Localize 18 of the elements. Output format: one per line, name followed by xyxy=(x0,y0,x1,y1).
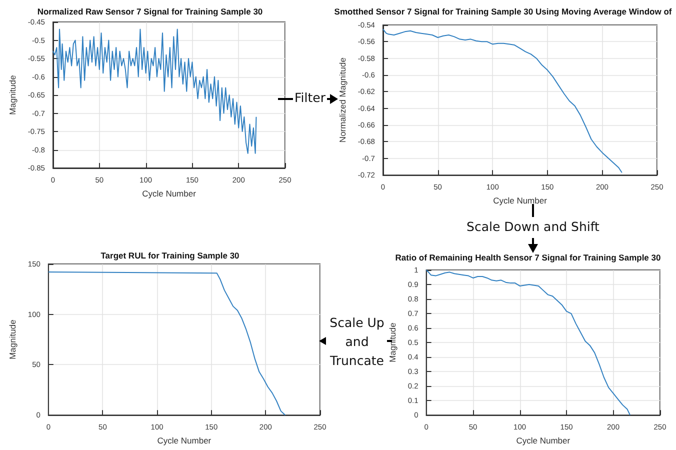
text: Scale Up and Truncate xyxy=(327,313,387,370)
chart-title: Smotthed Sensor 7 Signal for Training Sample 30 Using Moving Average Window of xyxy=(334,6,672,16)
line-series xyxy=(48,272,286,416)
chart-title: Ratio of Remaining Health Sensor 7 Signal for Training Sample 30 xyxy=(395,252,661,262)
text: Scale Down and Shift xyxy=(448,219,618,234)
line-series xyxy=(52,28,257,154)
x-axis-title: Cycle Number xyxy=(142,188,196,198)
y-axis-title: Magnitude xyxy=(8,319,18,360)
y-axis-title: Magnitude xyxy=(8,74,18,115)
y-axis-title: Normalized Magnitude xyxy=(338,57,348,143)
chart-title: Normalized Raw Sensor 7 Signal for Training Sample 30 xyxy=(37,6,263,16)
x-axis-title: Cycle Number xyxy=(157,436,212,446)
y-axis-title: Magnitude xyxy=(388,322,398,362)
x-axis-title: Cycle Number xyxy=(516,436,570,446)
x-axis-title: Cycle Number xyxy=(493,196,548,206)
text: Filter xyxy=(293,90,327,105)
line-series xyxy=(382,28,622,174)
chart-title: Target RUL for Training Sample 30 xyxy=(100,250,240,260)
